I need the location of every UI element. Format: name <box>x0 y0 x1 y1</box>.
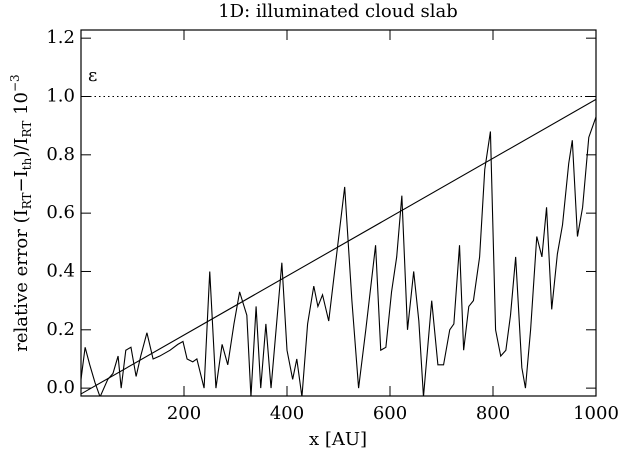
y-label-sub: RT <box>20 192 34 209</box>
y-label-part: 10 <box>11 92 32 121</box>
y-label-sub: RT <box>20 121 34 138</box>
y-tick-label: 0.0 <box>46 377 75 398</box>
x-tick-label: 400 <box>270 403 304 424</box>
x-tick-label: 800 <box>476 403 510 424</box>
x-tick-label: 1000 <box>573 403 619 424</box>
y-tick-label: 0.6 <box>46 202 75 223</box>
y-label-part: )/I <box>11 137 32 157</box>
y-label-part: −I <box>11 170 32 192</box>
y-label-sub: th <box>20 157 34 170</box>
series-line <box>81 116 596 396</box>
plot-area <box>81 95 596 396</box>
x-tick-label: 200 <box>167 403 201 424</box>
y-label-part: relative error (I <box>11 209 32 351</box>
epsilon-label: ε <box>88 65 97 86</box>
y-axis-label: relative error (IRT−Ith)/IRT 10−3 <box>8 74 34 351</box>
plot-frame <box>80 29 597 397</box>
y-tick-label: 0.4 <box>46 260 75 281</box>
y-tick-label: 0.8 <box>46 144 75 165</box>
x-axis-label: x [AU] <box>309 429 367 450</box>
y-tick-label: 1.0 <box>46 85 75 106</box>
x-tick-label: 600 <box>373 403 407 424</box>
chart-title: 1D: illuminated cloud slab <box>218 1 458 22</box>
y-tick-label: 1.2 <box>46 27 75 48</box>
series-line <box>81 98 596 395</box>
y-tick-label: 0.2 <box>46 319 75 340</box>
y-label-sup: −3 <box>8 74 22 92</box>
